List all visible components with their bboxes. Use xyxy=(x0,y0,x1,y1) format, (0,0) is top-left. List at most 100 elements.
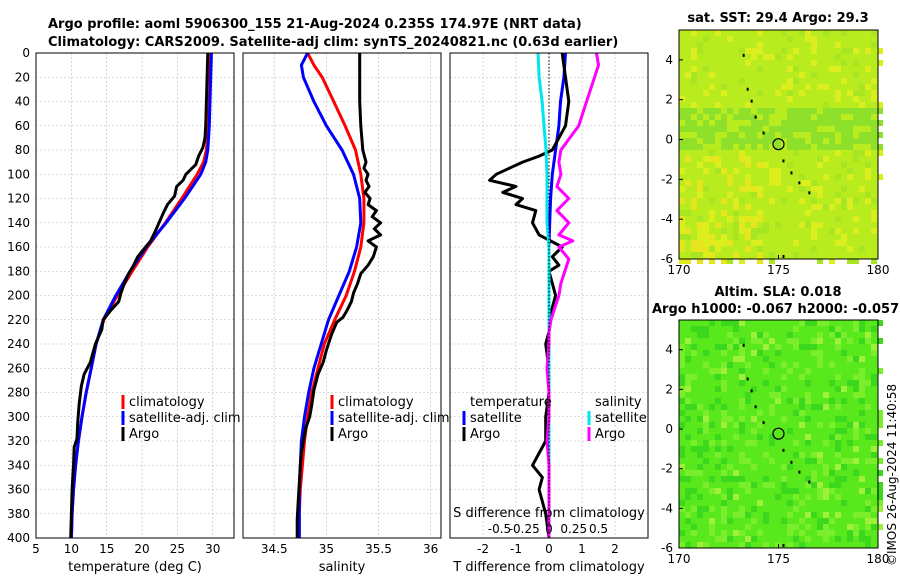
map-cell xyxy=(865,66,871,72)
map-cell xyxy=(781,362,787,368)
map-cell xyxy=(715,464,721,470)
map-cell xyxy=(853,512,859,518)
map-cell xyxy=(835,144,841,150)
map-cell xyxy=(835,446,841,452)
x-tick-label: 10 xyxy=(64,542,79,556)
map-cell xyxy=(799,138,805,144)
map-cell xyxy=(721,500,727,506)
map-cell xyxy=(751,350,757,356)
map-cell xyxy=(859,186,865,192)
map-cell xyxy=(691,404,697,410)
map-cell xyxy=(871,216,877,222)
map-cell xyxy=(715,222,721,228)
map-cell xyxy=(679,234,685,240)
map-cell xyxy=(745,228,751,234)
x-tick-label: 5 xyxy=(32,542,40,556)
map-cell xyxy=(709,518,715,524)
map-cell xyxy=(691,506,697,512)
map-cell xyxy=(859,102,865,108)
x-tick-label: 20 xyxy=(134,542,149,556)
map-cell xyxy=(727,476,733,482)
map-cell xyxy=(685,180,691,186)
map-cell xyxy=(835,216,841,222)
map-cell xyxy=(781,374,787,380)
map-cell xyxy=(823,524,829,530)
map-cell xyxy=(721,126,727,132)
map-cell xyxy=(727,240,733,246)
map-cell xyxy=(775,174,781,180)
map-cell xyxy=(721,410,727,416)
map-cell xyxy=(799,518,805,524)
map-cell xyxy=(691,344,697,350)
map-cell xyxy=(757,48,763,54)
map-cell xyxy=(715,434,721,440)
map-cell xyxy=(823,404,829,410)
map-cell xyxy=(733,234,739,240)
map-cell xyxy=(871,488,877,494)
map-cell xyxy=(835,120,841,126)
map-cell xyxy=(823,530,829,536)
map-cell xyxy=(853,458,859,464)
map-cell xyxy=(763,162,769,168)
map-cell xyxy=(721,458,727,464)
map-cell xyxy=(835,90,841,96)
map-cell xyxy=(679,210,685,216)
map-cell xyxy=(841,108,847,114)
legend-label-climatology: climatology xyxy=(338,395,414,410)
map-cell xyxy=(703,66,709,72)
map-cell xyxy=(709,368,715,374)
map-cell xyxy=(751,120,757,126)
map-cell xyxy=(799,542,805,548)
y-tick-label: 400 xyxy=(7,531,30,545)
map-cell xyxy=(841,350,847,356)
map-cell xyxy=(679,108,685,114)
map-cell xyxy=(799,500,805,506)
map-cell xyxy=(787,512,793,518)
map-cell xyxy=(853,320,859,326)
map-cell xyxy=(781,476,787,482)
map-cell xyxy=(739,222,745,228)
map-cell xyxy=(853,228,859,234)
map-cell xyxy=(853,216,859,222)
map-cell xyxy=(697,126,703,132)
map-cell xyxy=(877,422,883,428)
map-cell xyxy=(721,494,727,500)
map-cell xyxy=(757,192,763,198)
map-cell xyxy=(811,72,817,78)
map-cell xyxy=(769,410,775,416)
map-cell xyxy=(733,326,739,332)
map-cell xyxy=(727,344,733,350)
map-cell xyxy=(733,320,739,326)
x-tick-label: -2 xyxy=(477,542,489,556)
map-cell xyxy=(745,156,751,162)
x-axis-label: T difference from climatology xyxy=(452,560,645,575)
map-cell xyxy=(787,524,793,530)
map-cell xyxy=(859,150,865,156)
map-cell xyxy=(697,162,703,168)
map-cell xyxy=(847,536,853,542)
map-cell xyxy=(709,258,715,264)
map-cell xyxy=(685,356,691,362)
map-cell xyxy=(859,422,865,428)
map-cell xyxy=(733,114,739,120)
map-cell xyxy=(841,186,847,192)
map-cell xyxy=(871,198,877,204)
map-cell xyxy=(817,422,823,428)
map-cell xyxy=(739,144,745,150)
map-cell xyxy=(691,524,697,530)
map-cell xyxy=(709,476,715,482)
map-cell xyxy=(841,476,847,482)
map-cell xyxy=(865,434,871,440)
map-cell xyxy=(811,234,817,240)
map-cell xyxy=(691,374,697,380)
map-cell xyxy=(745,524,751,530)
map-cell xyxy=(805,368,811,374)
map-cell xyxy=(841,234,847,240)
map-cell xyxy=(811,458,817,464)
map-cell xyxy=(805,210,811,216)
map-cell xyxy=(865,198,871,204)
map-cell xyxy=(691,144,697,150)
map-cell xyxy=(697,186,703,192)
map-cell xyxy=(769,168,775,174)
map-cell xyxy=(685,488,691,494)
